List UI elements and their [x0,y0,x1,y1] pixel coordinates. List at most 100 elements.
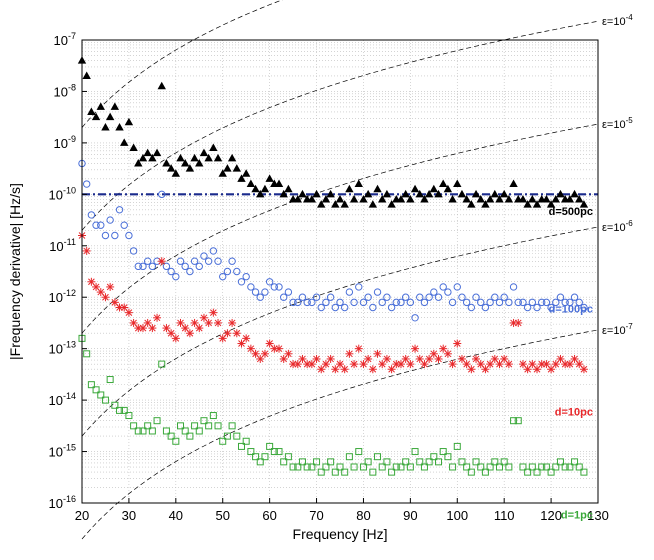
circle-marker [430,288,438,296]
circle-marker [580,303,588,312]
square-marker [195,427,203,435]
triangle-marker [401,189,410,198]
triangle-marker [546,200,556,208]
circle-marker [270,283,279,291]
triangle-marker [382,189,392,198]
triangle-marker [542,194,551,203]
asterisk-marker [448,360,457,369]
asterisk-marker [364,354,373,363]
asterisk-marker [518,360,527,369]
triangle-marker [148,153,157,162]
triangle-marker [209,143,218,152]
circle-marker [416,293,424,301]
square-marker [237,442,245,450]
square-marker [120,406,128,414]
triangle-marker [265,174,274,182]
triangle-marker [485,194,495,203]
triangle-marker [317,200,326,208]
circle-marker [223,267,232,276]
triangle-marker [110,102,120,110]
triangle-marker [528,194,537,203]
circle-marker [275,283,283,291]
circle-marker [251,288,260,296]
asterisk-marker [232,329,241,338]
circle-marker [176,257,185,265]
circle-marker [547,303,555,312]
circle-marker [350,298,358,307]
circle-marker [129,247,138,255]
x-tick-label: 40 [169,508,183,523]
asterisk-marker [275,344,284,353]
triangle-marker [82,71,91,80]
square-marker [181,427,189,435]
asterisk-marker [453,339,462,348]
square-marker [566,463,574,471]
circle-marker [439,283,447,291]
asterisk-marker [467,365,476,374]
square-marker [228,422,236,430]
asterisk-marker [500,354,509,363]
circle-marker [200,252,208,260]
circle-marker [486,298,494,307]
y-tick-labels: 10-16 10-15 10-14 10-13 10-12 10-11 10-10 10-9 1… [49,31,87,511]
circle-marker [392,298,400,307]
triangle-marker [335,194,345,203]
asterisk-marker [326,354,335,363]
square-marker [186,432,194,440]
asterisk-marker [82,246,91,255]
circle-marker [303,298,311,307]
square-marker [420,463,428,471]
circle-marker [148,262,157,271]
epsilon-curve [81,329,599,540]
triangle-marker [91,112,101,121]
asterisk-marker [345,349,354,358]
square-marker [172,437,180,445]
epsilon-curve [81,123,599,334]
triangle-marker [87,107,96,116]
triangle-marker [237,174,246,182]
square-marker [327,458,335,466]
square-marker [472,458,480,466]
triangle-marker [340,200,349,208]
epsilon-label: ε=10-4 [602,13,633,28]
circle-marker [505,298,513,307]
asterisk-marker [218,334,227,343]
square-marker [336,463,344,471]
triangle-marker [204,153,213,162]
triangle-marker [129,143,138,152]
square-marker [97,391,105,399]
circle-marker [340,303,349,312]
circle-marker [125,231,133,240]
square-marker [425,458,433,466]
square-marker [106,376,114,384]
circle-marker [556,293,565,301]
triangle-marker [532,200,542,208]
triangle-marker [579,200,589,208]
circle-marker [570,293,579,301]
asterisk-marker [214,318,223,327]
triangle-marker [406,194,415,203]
circle-marker [387,303,396,312]
square-marker [167,432,175,440]
triangle-marker [462,194,471,203]
triangle-marker [551,194,560,203]
circle-marker [261,288,269,296]
asterisk-marker [354,344,363,353]
triangle-marker [157,81,166,90]
circle-marker [491,293,499,301]
triangle-marker [284,184,293,193]
square-marker [223,432,231,440]
square-marker [266,442,274,450]
circle-marker [101,231,110,240]
triangle-marker [162,158,171,167]
triangle-marker [213,153,223,162]
square-marker [270,448,278,456]
square-marker [116,406,124,414]
square-marker [524,468,532,476]
asterisk-marker [373,349,382,358]
square-marker [148,427,156,435]
x-axis-label: Frequency [Hz] [293,526,388,542]
square-marker [416,458,424,466]
triangle-marker [134,158,143,167]
circle-marker [143,257,152,265]
